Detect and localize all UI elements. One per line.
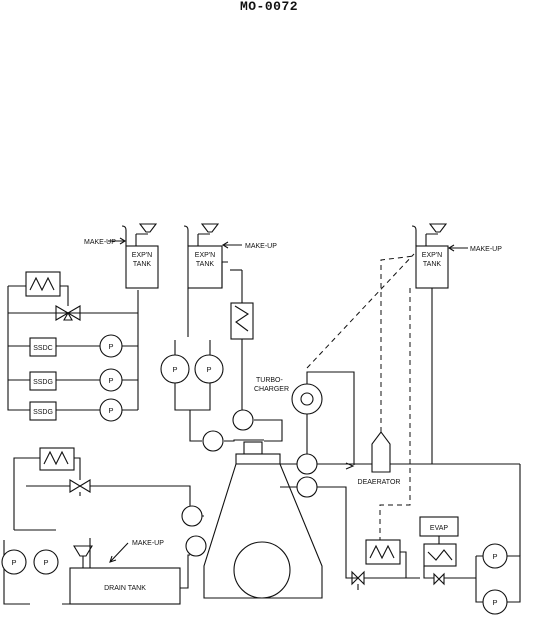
expansion-tank-2: EXP'N TANK [183,223,223,289]
lower-right-cooler [365,539,401,565]
svg-text:MAKE-UP: MAKE-UP [132,540,164,547]
svg-text:MAKE-UP: MAKE-UP [84,239,116,246]
expansion-tank-3: EXP'N TANK [411,223,449,289]
generator-pump-3: P [99,398,123,422]
engine-inlet-pump-2 [185,535,207,557]
svg-text:P: P [492,552,497,561]
vent-lines [306,253,415,540]
svg-text:SSDG: SSDG [33,409,53,416]
svg-text:P: P [108,376,113,385]
three-way-valve-1 [55,305,81,321]
svg-text:TURBO-: TURBO- [256,377,284,384]
turbocharger: TURBO- CHARGER [254,377,323,415]
svg-text:EXP'N: EXP'N [422,252,442,259]
turbocharger-piping [306,371,355,465]
svg-text:SSDC: SSDC [33,345,52,352]
circulating-pump-1: P [482,543,508,569]
svg-text:DEAERATOR: DEAERATOR [358,479,401,486]
make-up-label-4: MAKE-UP [109,540,164,563]
svg-text:P: P [43,558,48,567]
drain-pump-2: P [33,549,59,575]
evap-piping [364,463,521,603]
gate-valve [433,572,445,586]
drain-tank: DRAIN TANK [69,545,181,605]
svg-text:SSDG: SSDG [33,379,53,386]
generator-pump-2: P [99,368,123,392]
main-engine [203,441,323,599]
jacket-small-pump [202,430,224,452]
svg-text:P: P [11,558,16,567]
svg-text:EXP'N: EXP'N [195,252,215,259]
make-up-label-3: MAKE-UP [447,244,502,253]
make-up-label-2: MAKE-UP [221,241,277,250]
ssdg-unit-3: SSDG [29,401,57,421]
generator-pump-1: P [99,334,123,358]
generator-cooler [25,271,61,297]
svg-text:P: P [492,598,497,607]
page-title: MO-0072 [239,0,299,14]
make-up-label-1: MAKE-UP [84,237,127,246]
svg-text:MAKE-UP: MAKE-UP [245,243,277,250]
svg-text:CHARGER: CHARGER [254,386,289,393]
jacket-pump-1: P [160,354,190,384]
jacket-water-piping [174,261,283,442]
three-way-valve-2 [351,570,365,590]
svg-text:DRAIN TANK: DRAIN TANK [104,585,146,592]
expansion-tank-1: EXP'N TANK [121,223,159,289]
svg-text:P: P [206,365,211,374]
engine-inlet-pump-1 [181,505,203,527]
turbocharger-feed-pump [232,409,254,431]
evaporator: EVAP [419,516,459,567]
drain-pump-1: P [1,549,27,575]
ssdg-unit-2: SSDG [29,371,57,391]
svg-text:EXP'N: EXP'N [132,252,152,259]
drain-cooler [39,447,75,471]
generator-circuit-piping [7,285,139,411]
svg-text:P: P [108,342,113,351]
svg-text:MAKE-UP: MAKE-UP [470,246,502,253]
ssdc-unit-1: SSDC [29,337,57,357]
svg-text:TANK: TANK [196,261,214,268]
svg-text:TANK: TANK [133,261,151,268]
deaerator: DEAERATOR [358,431,401,486]
svg-text:TANK: TANK [423,261,441,268]
jacket-water-cooler [230,302,254,340]
jacket-pump-2: P [194,354,224,384]
circulating-pump-2: P [482,589,508,615]
svg-text:EVAP: EVAP [430,525,448,532]
engine-outlet-pumps [296,453,318,498]
svg-text:P: P [172,365,177,374]
svg-text:P: P [108,406,113,415]
three-way-valve-3 [69,479,91,496]
